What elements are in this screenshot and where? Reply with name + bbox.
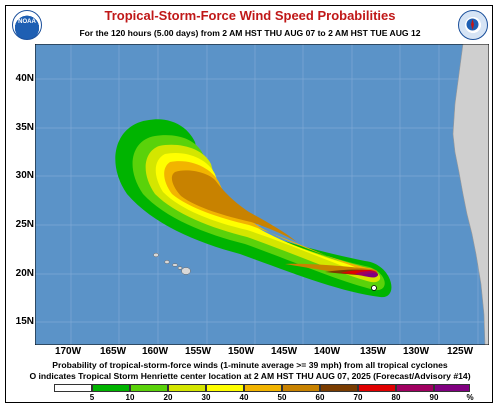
- legend-label-30: 30: [201, 393, 211, 402]
- lat-label-15n: 15N: [15, 316, 34, 327]
- legend-swatch-20-30: [168, 384, 206, 392]
- lon-label-125w: 125W: [446, 346, 474, 357]
- legend-label-90: 90: [429, 393, 439, 402]
- lon-label-150w: 150W: [227, 346, 255, 357]
- ocean: [35, 44, 489, 345]
- prob-50-60: [171, 170, 297, 242]
- lon-label-160w: 160W: [141, 346, 169, 357]
- hawaiian-islands: [153, 252, 191, 275]
- noaa-logo-text: NOAA: [18, 19, 36, 25]
- legend-label-40: 40: [239, 393, 249, 402]
- lat-label-30n: 30N: [15, 170, 34, 181]
- lon-label-170w: 170W: [54, 346, 82, 357]
- lon-label-165w: 165W: [99, 346, 127, 357]
- lon-label-130w: 130W: [402, 346, 430, 357]
- legend-swatch-90-100: [434, 384, 470, 392]
- legend-label-percent: %: [466, 393, 474, 402]
- legend-swatch-5-10: [92, 384, 130, 392]
- legend-swatch-50-60: [282, 384, 320, 392]
- lon-label-145w: 145W: [270, 346, 298, 357]
- legend-swatch-30-40: [206, 384, 244, 392]
- lat-label-20n: 20N: [15, 268, 34, 279]
- legend-label-60: 60: [315, 393, 325, 402]
- lat-label-35n: 35N: [15, 122, 34, 133]
- legend-label-70: 70: [353, 393, 363, 402]
- legend-swatch-10-20: [130, 384, 168, 392]
- lat-label-25n: 25N: [15, 219, 34, 230]
- lat-label-40n: 40N: [15, 73, 34, 84]
- caption-line-2: O indicates Tropical Storm Henriette cen…: [29, 371, 471, 381]
- probability-map: [35, 44, 489, 345]
- lon-label-140w: 140W: [313, 346, 341, 357]
- storm-center-marker: [371, 285, 377, 291]
- noaa-logo: NOAA: [12, 10, 42, 40]
- legend-swatch-60-70: [320, 384, 358, 392]
- legend-label-10: 10: [125, 393, 135, 402]
- lon-label-155w: 155W: [184, 346, 212, 357]
- legend-swatch-0-5: [54, 384, 92, 392]
- legend-swatch-70-80: [358, 384, 396, 392]
- legend-label-5: 5: [89, 393, 95, 402]
- map-subtitle: For the 120 hours (5.00 days) from 2 AM …: [79, 28, 421, 38]
- probability-swath: [115, 119, 392, 298]
- caption-line-1: Probability of tropical-storm-force wind…: [52, 360, 448, 370]
- nws-logo: [458, 10, 488, 40]
- legend-swatch-40-50: [244, 384, 282, 392]
- legend-label-50: 50: [277, 393, 287, 402]
- map-title: Tropical-Storm-Force Wind Speed Probabil…: [104, 8, 396, 23]
- land-north-america: [452, 44, 489, 345]
- legend-label-80: 80: [391, 393, 401, 402]
- legend-label-20: 20: [163, 393, 173, 402]
- lon-label-135w: 135W: [359, 346, 387, 357]
- legend-swatch-80-90: [396, 384, 434, 392]
- prob-90-plus: [363, 273, 378, 278]
